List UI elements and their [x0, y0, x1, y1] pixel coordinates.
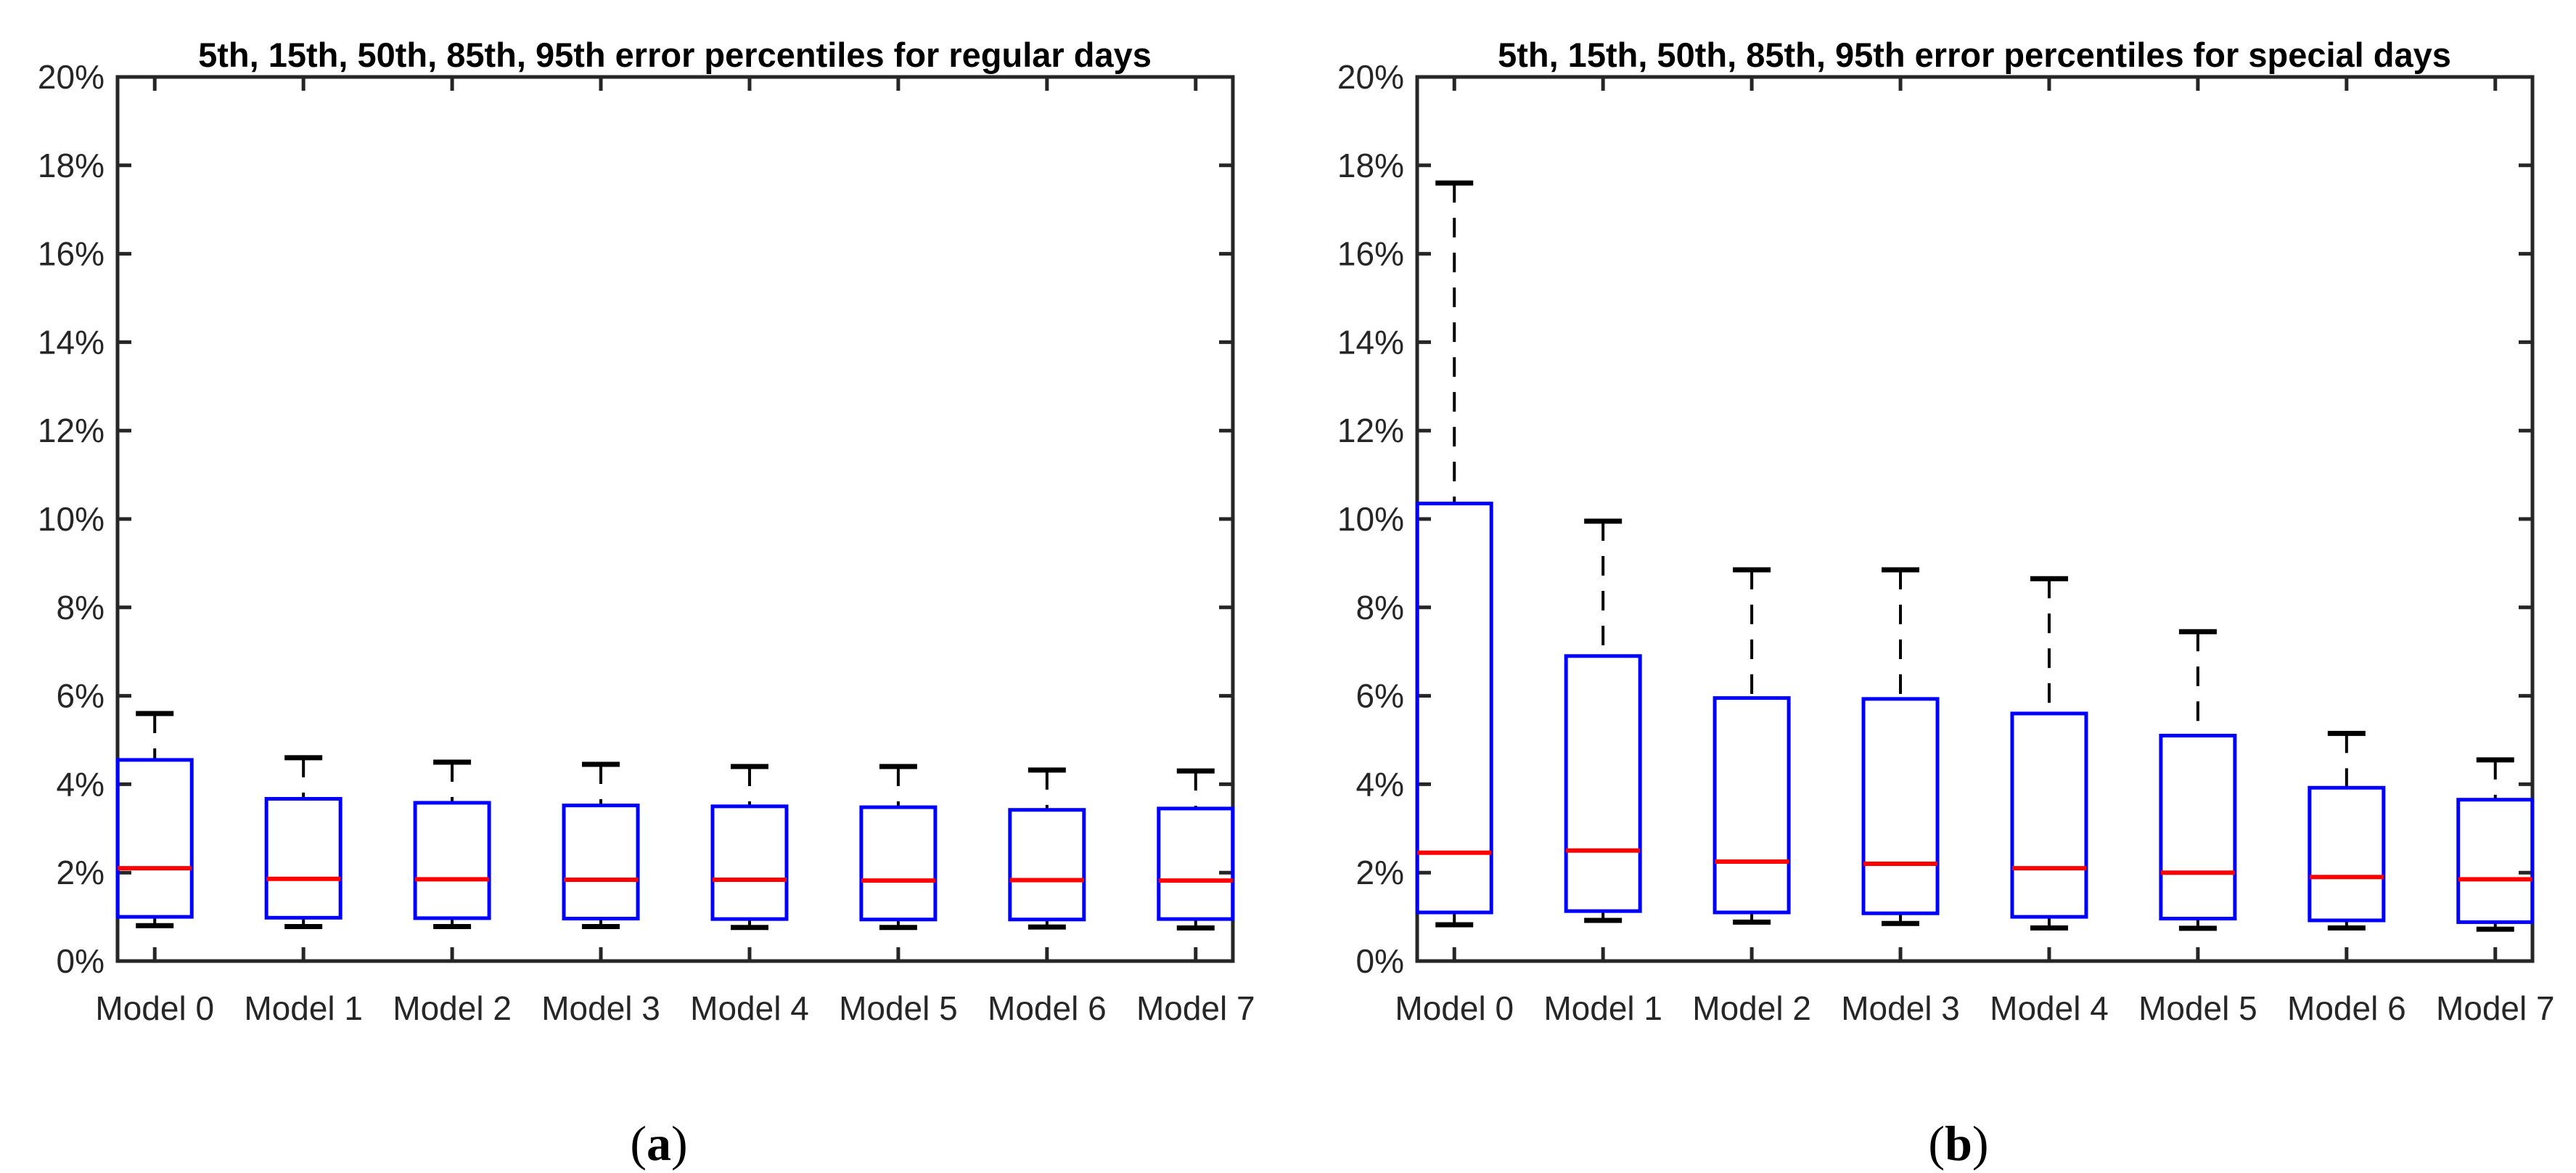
box-p15-p85 — [115, 758, 194, 919]
box-p15-p85 — [1415, 502, 1493, 915]
y-tick-label: 0% — [57, 942, 104, 980]
boxplot-model-0: Model 0 — [1395, 77, 1514, 1027]
caption-a-close-paren: ) — [671, 1116, 688, 1171]
x-category-label: Model 1 — [244, 989, 363, 1027]
boxplot-model-0: Model 0 — [95, 77, 214, 1027]
chart-b-plot-area: 0% 2% 4% 6% 8% 10% 12% 14% 16% 18% 20% Model 0 Model… — [1337, 58, 2555, 1027]
y-tick-label: 12% — [1337, 412, 1404, 449]
boxplot-model-6: Model 6 — [2287, 77, 2406, 1027]
chart-b-title: 5th, 15th, 50th, 85th, 95th error percen… — [1498, 36, 2451, 74]
chart-a-plot-area: 0% 2% 4% 6% 8% 10% 12% 14% 16% 18% 20% Model 0 Model… — [38, 58, 1255, 1027]
caption-a: (a) — [630, 1116, 687, 1171]
y-tick-label: 10% — [1337, 500, 1404, 538]
x-category-label: Model 2 — [393, 989, 512, 1027]
box-p15-p85 — [1157, 806, 1235, 921]
y-tick-label: 6% — [57, 677, 104, 715]
y-tick-label: 20% — [38, 58, 104, 96]
caption-b-open-paren: ( — [1928, 1116, 1945, 1171]
x-category-label: Model 2 — [1692, 989, 1811, 1027]
boxplot-model-4: Model 4 — [1990, 77, 2109, 1027]
boxplot-model-4: Model 4 — [690, 77, 809, 1027]
box-p15-p85 — [1712, 696, 1791, 915]
box-p15-p85 — [2456, 798, 2535, 924]
box-p15-p85 — [1008, 808, 1086, 922]
caption-a-open-paren: ( — [630, 1116, 647, 1171]
x-category-label: Model 6 — [988, 989, 1107, 1027]
boxplot-model-2: Model 2 — [393, 77, 512, 1027]
x-category-label: Model 7 — [2436, 989, 2555, 1027]
y-tick-label: 8% — [1356, 589, 1404, 626]
box-p15-p85 — [2159, 733, 2237, 921]
x-category-label: Model 3 — [541, 989, 660, 1027]
box-p15-p85 — [264, 796, 342, 920]
y-tick-label: 18% — [1337, 147, 1404, 184]
x-category-label: Model 3 — [1841, 989, 1960, 1027]
y-tick-label: 10% — [38, 500, 104, 538]
caption-b-close-paren: ) — [1972, 1116, 1989, 1171]
y-tick-label: 0% — [1356, 942, 1404, 980]
x-category-label: Model 5 — [2138, 989, 2257, 1027]
caption-a-letter: a — [647, 1116, 671, 1171]
boxplot-model-3: Model 3 — [1841, 77, 1960, 1027]
box-p15-p85 — [562, 804, 640, 921]
y-tick-label: 4% — [57, 765, 104, 803]
y-tick-label: 8% — [57, 589, 104, 626]
box-p15-p85 — [1861, 697, 1940, 915]
chart-a-title: 5th, 15th, 50th, 85th, 95th error percen… — [198, 36, 1152, 74]
x-category-label: Model 5 — [839, 989, 958, 1027]
x-category-label: Model 6 — [2287, 989, 2406, 1027]
y-tick-label: 18% — [38, 147, 104, 184]
box-p15-p85 — [1564, 654, 1642, 913]
box-p15-p85 — [2308, 785, 2386, 923]
y-tick-label: 2% — [1356, 854, 1404, 891]
y-tick-label: 4% — [1356, 765, 1404, 803]
boxplot-model-7: Model 7 — [2436, 77, 2555, 1027]
x-category-label: Model 0 — [95, 989, 214, 1027]
y-tick-label: 14% — [38, 323, 104, 361]
boxplot-model-3: Model 3 — [541, 77, 660, 1027]
caption-b: (b) — [1928, 1116, 1988, 1171]
y-tick-label: 20% — [1337, 58, 1404, 96]
box-p15-p85 — [2010, 711, 2088, 919]
x-category-label: Model 1 — [1543, 989, 1662, 1027]
box-p15-p85 — [710, 804, 789, 921]
x-category-label: Model 4 — [690, 989, 809, 1027]
caption-b-letter: b — [1945, 1116, 1972, 1171]
boxplot-model-2: Model 2 — [1692, 77, 1811, 1027]
plot-border — [115, 75, 1235, 963]
x-category-label: Model 4 — [1990, 989, 2109, 1027]
y-tick-label: 2% — [57, 854, 104, 891]
x-category-label: Model 7 — [1136, 989, 1255, 1027]
box-p15-p85 — [859, 805, 938, 922]
x-category-label: Model 0 — [1395, 989, 1514, 1027]
boxplot-model-5: Model 5 — [839, 77, 958, 1027]
box-p15-p85 — [413, 801, 491, 920]
y-tick-label: 6% — [1356, 677, 1404, 715]
boxplot-model-7: Model 7 — [1136, 77, 1255, 1027]
boxplot-model-5: Model 5 — [2138, 77, 2257, 1027]
y-tick-label: 16% — [1337, 235, 1404, 273]
y-tick-label: 12% — [38, 412, 104, 449]
boxplot-model-1: Model 1 — [244, 77, 363, 1027]
boxplot-model-6: Model 6 — [988, 77, 1107, 1027]
y-tick-label: 16% — [38, 235, 104, 273]
boxplot-model-1: Model 1 — [1543, 77, 1662, 1027]
y-tick-label: 14% — [1337, 323, 1404, 361]
